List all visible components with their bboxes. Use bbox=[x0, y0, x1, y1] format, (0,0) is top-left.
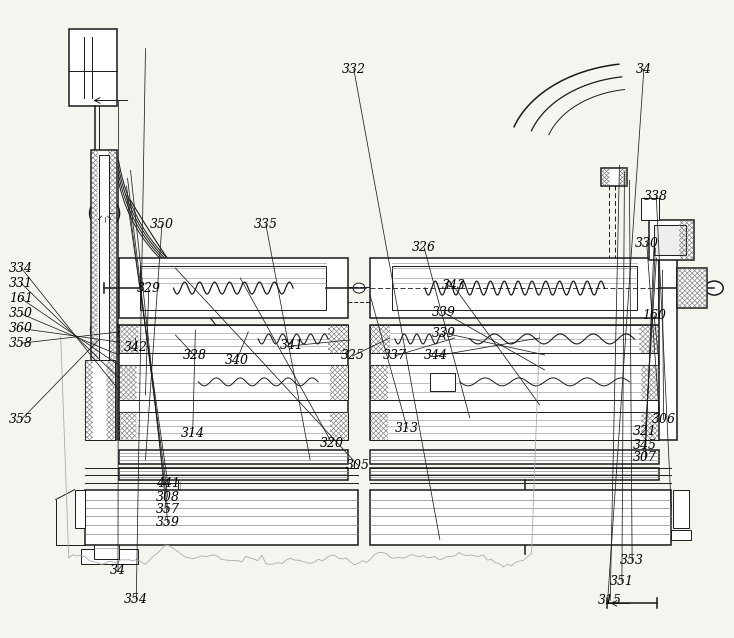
Text: 332: 332 bbox=[342, 63, 366, 76]
Text: 330: 330 bbox=[635, 237, 659, 250]
Bar bbox=[119, 412, 348, 440]
Text: 340: 340 bbox=[225, 354, 249, 367]
Text: 34: 34 bbox=[636, 63, 652, 76]
Text: 315: 315 bbox=[598, 594, 622, 607]
Bar bbox=[90, 151, 117, 440]
Ellipse shape bbox=[178, 453, 189, 461]
Text: 345: 345 bbox=[633, 438, 658, 452]
Text: 161: 161 bbox=[10, 292, 33, 305]
Bar bbox=[119, 450, 348, 464]
Bar bbox=[119, 325, 348, 353]
Text: 305: 305 bbox=[346, 459, 370, 472]
Ellipse shape bbox=[440, 335, 450, 343]
Ellipse shape bbox=[385, 453, 395, 461]
Text: 339: 339 bbox=[432, 327, 456, 339]
Text: 357: 357 bbox=[156, 503, 180, 517]
Text: 344: 344 bbox=[424, 350, 448, 362]
Text: 321: 321 bbox=[633, 424, 658, 438]
Ellipse shape bbox=[510, 453, 519, 460]
Bar bbox=[84, 489, 358, 544]
Text: 335: 335 bbox=[254, 218, 278, 232]
Text: 354: 354 bbox=[124, 593, 148, 605]
Text: 338: 338 bbox=[644, 190, 668, 204]
Ellipse shape bbox=[148, 335, 159, 343]
Ellipse shape bbox=[189, 335, 198, 343]
Text: 329: 329 bbox=[137, 282, 161, 295]
Text: 313: 313 bbox=[396, 422, 419, 435]
Bar bbox=[119, 325, 348, 440]
Bar bbox=[140, 266, 326, 310]
Text: 328: 328 bbox=[183, 350, 207, 362]
Ellipse shape bbox=[90, 198, 120, 228]
Text: 339: 339 bbox=[432, 306, 456, 319]
Ellipse shape bbox=[397, 378, 407, 385]
Text: 326: 326 bbox=[412, 241, 436, 254]
Bar bbox=[98, 156, 109, 434]
Ellipse shape bbox=[95, 204, 114, 222]
Bar bbox=[392, 266, 637, 310]
Text: 314: 314 bbox=[181, 427, 205, 440]
Bar bbox=[370, 258, 659, 318]
Bar bbox=[370, 325, 659, 353]
Bar bbox=[673, 489, 689, 528]
Text: 308: 308 bbox=[156, 491, 180, 504]
Text: 334: 334 bbox=[10, 262, 33, 274]
Ellipse shape bbox=[90, 316, 119, 344]
Bar bbox=[69, 29, 117, 107]
Text: 160: 160 bbox=[642, 309, 666, 322]
Ellipse shape bbox=[400, 335, 410, 343]
Text: 331: 331 bbox=[10, 277, 33, 290]
Ellipse shape bbox=[634, 453, 644, 461]
Ellipse shape bbox=[353, 283, 365, 293]
Ellipse shape bbox=[146, 378, 155, 385]
Text: 341: 341 bbox=[280, 339, 305, 352]
Text: 350: 350 bbox=[10, 308, 33, 320]
Bar bbox=[601, 168, 628, 186]
Bar bbox=[650, 220, 694, 260]
Bar bbox=[75, 489, 84, 528]
Ellipse shape bbox=[101, 209, 109, 217]
Ellipse shape bbox=[705, 281, 723, 295]
Ellipse shape bbox=[614, 421, 625, 430]
Bar bbox=[370, 468, 659, 480]
Text: 355: 355 bbox=[10, 413, 33, 426]
Text: 343: 343 bbox=[441, 279, 465, 292]
Text: 342: 342 bbox=[124, 341, 148, 354]
Bar bbox=[119, 258, 348, 318]
Bar bbox=[370, 365, 659, 400]
Bar bbox=[677, 268, 708, 308]
Ellipse shape bbox=[134, 453, 143, 461]
Text: 34: 34 bbox=[110, 564, 126, 577]
Bar bbox=[642, 198, 659, 220]
Text: 359: 359 bbox=[156, 516, 180, 529]
Polygon shape bbox=[81, 549, 139, 565]
Text: 351: 351 bbox=[610, 575, 634, 588]
Text: 360: 360 bbox=[10, 322, 33, 335]
Bar bbox=[370, 489, 672, 544]
Bar bbox=[655, 225, 686, 255]
Bar bbox=[370, 325, 659, 440]
Bar bbox=[659, 258, 677, 440]
Text: 320: 320 bbox=[320, 436, 344, 450]
Text: 337: 337 bbox=[383, 350, 407, 362]
Bar bbox=[370, 450, 659, 464]
Ellipse shape bbox=[101, 327, 108, 334]
Text: 358: 358 bbox=[10, 337, 33, 350]
Text: 441: 441 bbox=[156, 477, 180, 490]
Ellipse shape bbox=[97, 322, 112, 338]
Bar bbox=[672, 530, 691, 540]
Text: 353: 353 bbox=[620, 554, 644, 567]
Bar bbox=[430, 373, 455, 391]
Text: 306: 306 bbox=[652, 413, 675, 426]
Bar bbox=[370, 412, 659, 440]
Ellipse shape bbox=[182, 378, 191, 385]
Bar bbox=[119, 365, 348, 400]
Text: 307: 307 bbox=[633, 451, 658, 464]
Text: 350: 350 bbox=[150, 218, 174, 232]
Bar bbox=[84, 360, 115, 440]
Text: 325: 325 bbox=[341, 350, 364, 362]
Bar bbox=[119, 468, 348, 480]
Bar bbox=[94, 489, 119, 560]
